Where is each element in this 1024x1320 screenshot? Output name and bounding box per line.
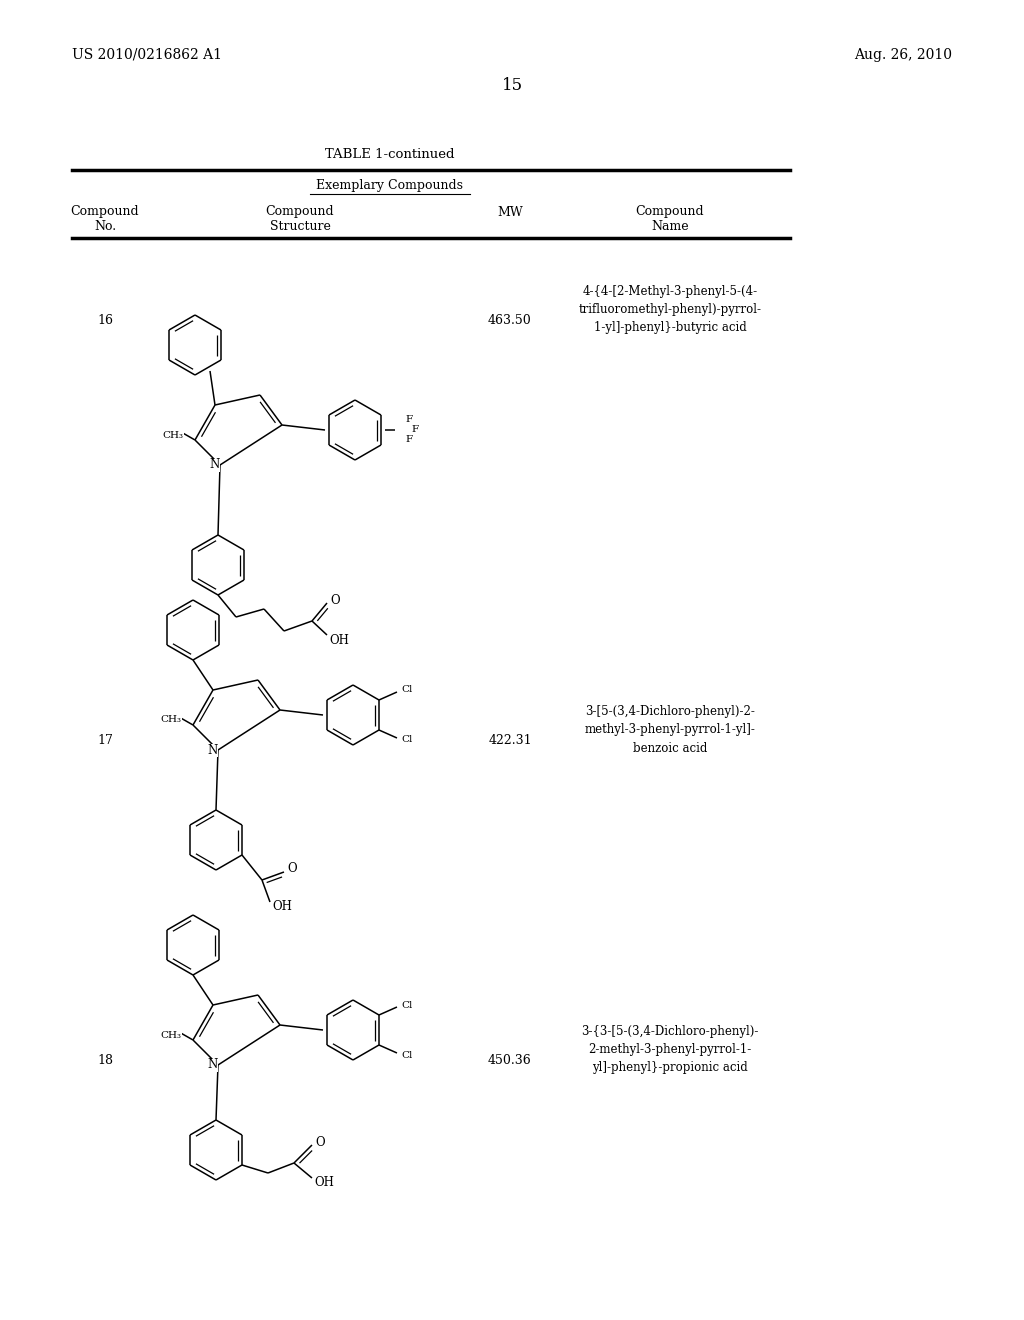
Text: O: O [315,1135,325,1148]
Text: Cl: Cl [401,1001,413,1010]
Text: CH₃: CH₃ [161,715,181,725]
Text: Aug. 26, 2010: Aug. 26, 2010 [854,48,952,62]
Text: 4-{4-[2-Methyl-3-phenyl-5-(4-
trifluoromethyl-phenyl)-pyrrol-
1-yl]-phenyl}-buty: 4-{4-[2-Methyl-3-phenyl-5-(4- trifluorom… [579,285,762,334]
Text: OH: OH [272,900,292,913]
Text: TABLE 1-continued: TABLE 1-continued [326,149,455,161]
Text: OH: OH [329,634,349,647]
Text: N: N [208,743,218,756]
Text: 422.31: 422.31 [488,734,531,747]
Text: Cl: Cl [401,1051,413,1060]
Text: Name: Name [651,219,689,232]
Text: F: F [406,436,413,445]
Text: 463.50: 463.50 [488,314,531,326]
Text: Cl: Cl [401,735,413,744]
Text: F: F [406,416,413,425]
Text: N: N [210,458,220,471]
Text: MW: MW [497,206,523,219]
Text: N: N [208,1059,218,1072]
Text: OH: OH [314,1176,334,1189]
Text: Structure: Structure [269,219,331,232]
Text: F: F [412,425,419,434]
Text: Compound: Compound [265,206,334,219]
Text: 16: 16 [97,314,113,326]
Text: 18: 18 [97,1053,113,1067]
Text: O: O [287,862,297,875]
Text: CH₃: CH₃ [161,1031,181,1040]
Text: Compound: Compound [636,206,705,219]
Text: 3-[5-(3,4-Dichloro-phenyl)-2-
methyl-3-phenyl-pyrrol-1-yl]-
benzoic acid: 3-[5-(3,4-Dichloro-phenyl)-2- methyl-3-p… [585,705,756,755]
Text: Cl: Cl [401,685,413,694]
Text: Compound: Compound [71,206,139,219]
Text: O: O [330,594,340,606]
Text: 450.36: 450.36 [488,1053,531,1067]
Text: No.: No. [94,219,116,232]
Text: 3-{3-[5-(3,4-Dichloro-phenyl)-
2-methyl-3-phenyl-pyrrol-1-
yl]-phenyl}-propionic: 3-{3-[5-(3,4-Dichloro-phenyl)- 2-methyl-… [582,1026,759,1074]
Text: 17: 17 [97,734,113,747]
Text: CH₃: CH₃ [163,430,183,440]
Text: US 2010/0216862 A1: US 2010/0216862 A1 [72,48,222,62]
Text: 15: 15 [502,77,522,94]
Text: Exemplary Compounds: Exemplary Compounds [316,178,464,191]
